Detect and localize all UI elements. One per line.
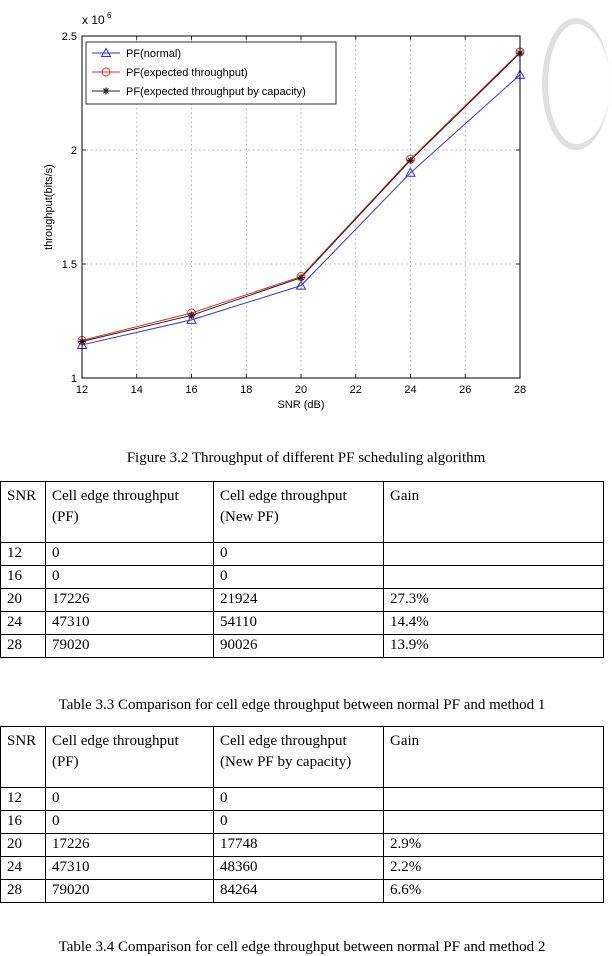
column-header: Cell edge throughput (New PF by capacity…: [213, 726, 384, 788]
table-cell: 17226: [45, 833, 214, 857]
table-row: 24 47310 54110 14.4%: [0, 611, 604, 635]
legend-marker: [100, 47, 112, 57]
x-tick-label: 24: [404, 384, 416, 396]
table-cell: 2.2%: [383, 856, 604, 880]
column-header: Gain: [383, 481, 604, 543]
table-cell: 12: [0, 787, 46, 811]
comparison-table-method-1: SNR Cell edge throughput (PF) Cell edge th…: [0, 481, 604, 658]
column-header: SNR: [0, 481, 46, 543]
column-header: Cell edge throughput (New PF): [213, 481, 384, 543]
x-tick-label: 16: [185, 384, 197, 396]
y-tick-label: 1: [71, 373, 77, 385]
x-tick-label: 26: [459, 384, 471, 396]
y-multiplier-label: x 10: [82, 13, 105, 27]
table-cell: 14.4%: [383, 611, 604, 635]
table-cell: 0: [45, 810, 214, 834]
table-cell: 12: [0, 542, 46, 566]
table-header-row: SNR Cell edge throughput (PF) Cell edge th…: [0, 481, 604, 543]
comparison-table-method-2: SNR Cell edge throughput (PF) Cell edge th…: [0, 726, 604, 903]
table-row: 12 0 0: [0, 787, 604, 811]
column-header: SNR: [0, 726, 46, 788]
table-cell: [383, 565, 604, 589]
table-row: 28 79020 84264 6.6%: [0, 879, 604, 903]
table-cell: 27.3%: [383, 588, 604, 612]
plot-frame: [81, 35, 521, 379]
table-cell: 6.6%: [383, 879, 604, 903]
legend-box: [85, 41, 337, 105]
data-point: [405, 167, 416, 177]
legend-marker: [101, 67, 111, 77]
x-tick-label: 20: [295, 384, 307, 396]
table-row: 16 0 0: [0, 565, 604, 589]
table-3-3-caption: Table 3.3 Comparison for cell edge throu…: [58, 697, 546, 713]
table-cell: 17226: [45, 588, 214, 612]
university-seal-watermark: [542, 18, 610, 150]
y-tick-label: 1.5: [62, 259, 77, 271]
table-cell: 20: [0, 833, 46, 857]
data-point: [295, 280, 307, 290]
y-axis-label: throughput(bits/s): [43, 164, 55, 250]
legend-marker: [102, 87, 110, 95]
table-cell: 54110: [213, 611, 384, 635]
table-cell: 0: [213, 787, 384, 811]
legend-label: PF(normal): [126, 48, 181, 60]
column-header: Cell edge throughput (PF): [45, 726, 214, 788]
table-cell: 79020: [45, 634, 214, 658]
table-cell: 0: [213, 810, 384, 834]
table-cell: 84264: [213, 879, 384, 903]
column-header: Cell edge throughput (PF): [45, 481, 214, 543]
x-tick-label: 18: [240, 384, 252, 396]
data-point: [407, 156, 414, 164]
y-tick-label: 2.5: [62, 31, 77, 43]
table-cell: 16: [0, 565, 46, 589]
table-cell: [383, 787, 604, 811]
y-tick-label: 2: [71, 145, 77, 157]
x-axis-label: SNR (dB): [277, 399, 324, 411]
table-cell: 47310: [45, 856, 214, 880]
table-cell: [383, 810, 604, 834]
table-cell: 21924: [213, 588, 384, 612]
throughput-figure: 12 14 16 18 20 22 24 26 28 1 1.5 2 2.5 x 10 6 SNR (dB) t…: [0, 0, 612, 420]
legend-label: PF(expected throughput): [126, 67, 248, 79]
table-cell: 0: [213, 565, 384, 589]
x-tick-label: 12: [76, 384, 88, 396]
table-cell: 0: [45, 542, 214, 566]
table-cell: 0: [213, 542, 384, 566]
y-multiplier-exponent: 6: [107, 11, 112, 20]
data-point: [297, 274, 305, 282]
throughput-line-chart: 12 14 16 18 20 22 24 26 28 1 1.5 2 2.5 x 10 6 SNR (dB) t…: [43, 11, 526, 411]
table-row: 20 17226 17748 2.9%: [0, 833, 604, 857]
x-tick-label: 28: [514, 384, 526, 396]
legend-label: PF(expected throughput by capacity): [126, 86, 306, 98]
table-cell: 79020: [45, 879, 214, 903]
figure-caption: Figure 3.2 Throughput of different PF sc…: [126, 450, 486, 466]
table-header-row: SNR Cell edge throughput (PF) Cell edge th…: [0, 726, 604, 788]
table-cell: 48360: [213, 856, 384, 880]
table-cell: 28: [0, 879, 46, 903]
table-row: 20 17226 21924 27.3%: [0, 588, 604, 612]
x-tick-label: 22: [350, 384, 362, 396]
table-cell: 0: [45, 565, 214, 589]
table-cell: 13.9%: [383, 634, 604, 658]
table-cell: 24: [0, 611, 46, 635]
table-cell: 0: [45, 787, 214, 811]
data-point: [186, 314, 197, 324]
table-cell: 90026: [213, 634, 384, 658]
column-header: Gain: [383, 726, 604, 788]
table-cell: 47310: [45, 611, 214, 635]
table-row: 28 79020 90026 13.9%: [0, 634, 604, 658]
table-row: 24 47310 48360 2.2%: [0, 856, 604, 880]
table-cell: 2.9%: [383, 833, 604, 857]
table-cell: 28: [0, 634, 46, 658]
data-point: [188, 311, 195, 319]
table-cell: 16: [0, 810, 46, 834]
table-row: 16 0 0: [0, 810, 604, 834]
table-row: 12 0 0: [0, 542, 604, 566]
table-cell: 17748: [213, 833, 384, 857]
table-cell: 24: [0, 856, 46, 880]
table-cell: [383, 542, 604, 566]
table-cell: 20: [0, 588, 46, 612]
series-line: [81, 74, 521, 346]
x-tick-label: 14: [131, 384, 143, 396]
